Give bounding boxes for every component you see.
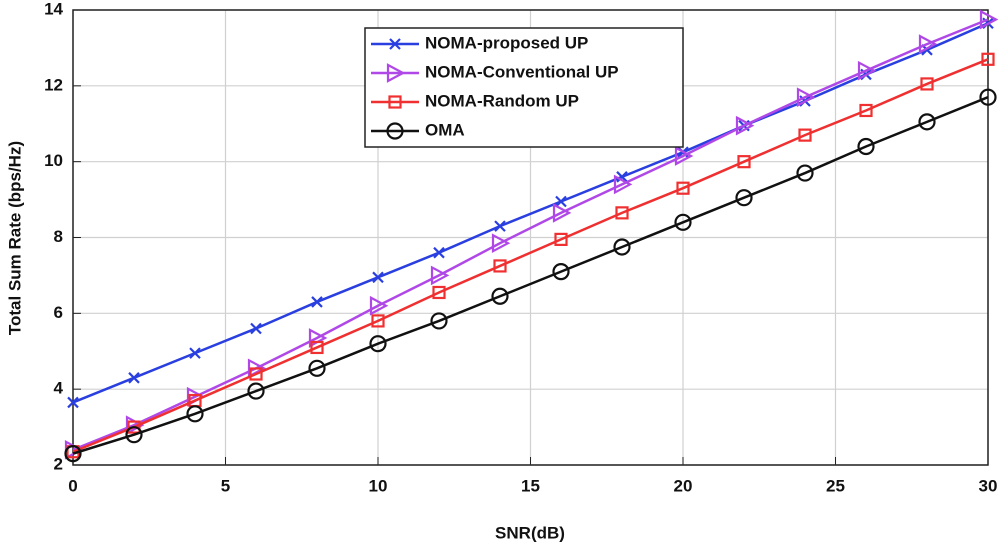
- marker: [857, 137, 875, 156]
- marker: [491, 233, 511, 254]
- marker: [676, 181, 690, 195]
- y-tick-label: 6: [54, 303, 63, 322]
- marker: [371, 314, 385, 328]
- x-tick-label: 0: [68, 476, 77, 495]
- marker: [981, 52, 995, 66]
- marker: [613, 238, 631, 256]
- legend-marker: [388, 95, 402, 109]
- marker: [798, 128, 812, 142]
- marker: [247, 382, 265, 400]
- x-tick-label: 20: [674, 476, 693, 495]
- legend: NOMA-proposed UP NOMA-Conventional UP NOMA…: [364, 27, 684, 148]
- marker: [491, 287, 509, 305]
- marker: [796, 164, 814, 182]
- marker: [493, 259, 507, 273]
- x-tick-label: 10: [369, 476, 388, 495]
- marker: [735, 115, 755, 136]
- marker: [554, 232, 568, 246]
- legend-marker: [389, 38, 401, 50]
- marker: [613, 174, 633, 195]
- marker: [310, 340, 324, 355]
- marker: [674, 146, 694, 166]
- marker: [430, 265, 450, 286]
- marker: [430, 312, 448, 330]
- marker: [308, 359, 326, 377]
- marker: [186, 405, 204, 423]
- y-tick-label: 2: [54, 454, 63, 473]
- marker: [674, 213, 692, 231]
- x-tick-label: 25: [826, 476, 845, 495]
- marker: [432, 285, 446, 300]
- legend-label: NOMA-Random UP: [425, 91, 579, 110]
- y-tick-label: 8: [54, 227, 63, 246]
- legend-label: NOMA-Conventional UP: [425, 62, 619, 81]
- y-tick-label: 14: [44, 0, 63, 18]
- series-line: [72, 18, 989, 451]
- marker: [918, 113, 936, 131]
- x-tick-label: 30: [979, 476, 998, 495]
- legend-label: NOMA-proposed UP: [425, 33, 588, 52]
- y-tick-label: 10: [44, 151, 63, 170]
- marker: [796, 87, 816, 108]
- marker: [494, 220, 506, 232]
- marker: [372, 271, 384, 284]
- marker: [737, 155, 751, 169]
- y-axis-label: Total Sum Rate (bps/Hz): [5, 141, 24, 335]
- marker: [64, 445, 82, 463]
- marker: [369, 335, 387, 353]
- marker: [552, 203, 572, 223]
- legend-label: OMA: [425, 120, 465, 139]
- marker: [127, 420, 141, 434]
- y-tick-label: 12: [44, 75, 63, 94]
- marker: [555, 195, 567, 208]
- y-tick-label: 4: [54, 379, 64, 398]
- marker: [128, 372, 140, 384]
- marker: [189, 347, 201, 359]
- marker: [615, 206, 629, 220]
- x-axis-label: SNR(dB): [495, 523, 565, 542]
- x-tick-label: 15: [521, 476, 540, 495]
- marker: [920, 77, 934, 91]
- marker: [918, 34, 938, 54]
- legend-marker: [386, 63, 406, 83]
- marker: [247, 358, 267, 379]
- legend-marker: [386, 122, 404, 140]
- marker: [433, 246, 445, 259]
- marker: [250, 322, 262, 335]
- marker: [735, 189, 753, 207]
- marker: [67, 396, 79, 409]
- series-line: [72, 22, 989, 404]
- x-tick-label: 5: [221, 476, 230, 495]
- marker: [311, 296, 323, 308]
- series-line: [72, 58, 989, 453]
- plot-frame: [72, 9, 989, 466]
- marker: [369, 295, 389, 316]
- marker: [249, 367, 263, 381]
- marker: [859, 103, 873, 118]
- marker: [979, 88, 997, 106]
- marker: [857, 60, 877, 81]
- marker: [552, 263, 570, 281]
- legend-box: [364, 27, 684, 148]
- marker: [616, 171, 628, 183]
- series-line: [72, 96, 989, 455]
- marker: [125, 426, 143, 444]
- marker: [979, 9, 999, 30]
